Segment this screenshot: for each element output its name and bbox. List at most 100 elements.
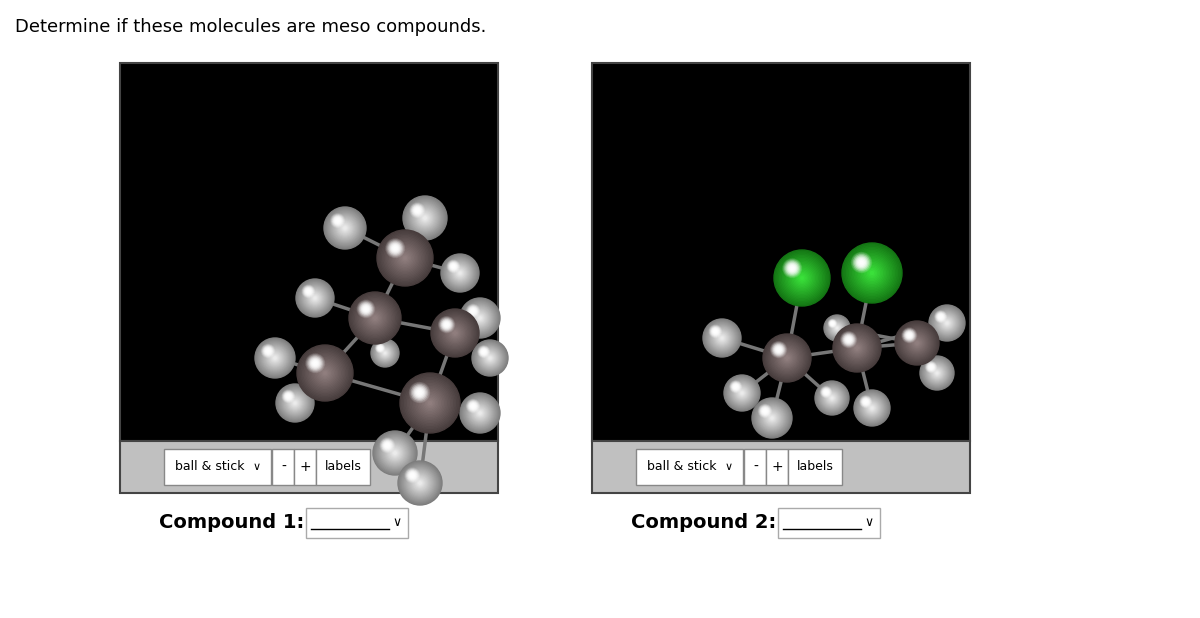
Circle shape bbox=[416, 389, 444, 417]
Circle shape bbox=[421, 214, 428, 221]
Circle shape bbox=[854, 391, 889, 425]
Circle shape bbox=[365, 308, 367, 310]
Circle shape bbox=[414, 478, 426, 488]
Circle shape bbox=[371, 314, 379, 322]
Circle shape bbox=[485, 353, 496, 363]
Text: +: + bbox=[300, 460, 311, 474]
Circle shape bbox=[376, 343, 395, 363]
Circle shape bbox=[383, 441, 391, 449]
Circle shape bbox=[840, 331, 874, 365]
Circle shape bbox=[445, 259, 474, 287]
Circle shape bbox=[926, 362, 948, 384]
Circle shape bbox=[292, 400, 298, 406]
Circle shape bbox=[797, 273, 808, 284]
Circle shape bbox=[486, 353, 494, 363]
Circle shape bbox=[775, 252, 829, 305]
Circle shape bbox=[709, 326, 734, 350]
Circle shape bbox=[386, 239, 404, 258]
Circle shape bbox=[472, 405, 488, 421]
Circle shape bbox=[826, 317, 848, 339]
Circle shape bbox=[782, 259, 802, 277]
Circle shape bbox=[274, 356, 277, 360]
Circle shape bbox=[928, 363, 947, 383]
Circle shape bbox=[469, 402, 476, 410]
Circle shape bbox=[709, 325, 721, 337]
Circle shape bbox=[482, 351, 497, 365]
Circle shape bbox=[380, 439, 409, 467]
Circle shape bbox=[382, 350, 389, 357]
Circle shape bbox=[847, 339, 866, 358]
Circle shape bbox=[451, 265, 455, 268]
Circle shape bbox=[834, 326, 840, 331]
Circle shape bbox=[780, 351, 794, 365]
Circle shape bbox=[266, 350, 283, 366]
Circle shape bbox=[800, 277, 804, 279]
Circle shape bbox=[371, 339, 398, 367]
Circle shape bbox=[714, 331, 730, 345]
Circle shape bbox=[331, 214, 344, 227]
Circle shape bbox=[415, 478, 425, 488]
Circle shape bbox=[408, 201, 442, 234]
Circle shape bbox=[780, 256, 824, 300]
Circle shape bbox=[310, 292, 320, 303]
Circle shape bbox=[470, 308, 490, 328]
Text: Compound 1:: Compound 1: bbox=[158, 514, 304, 533]
Circle shape bbox=[475, 408, 485, 418]
Circle shape bbox=[406, 379, 454, 427]
Circle shape bbox=[457, 270, 463, 276]
Circle shape bbox=[938, 315, 942, 318]
Circle shape bbox=[926, 363, 947, 383]
Circle shape bbox=[936, 372, 938, 374]
FancyBboxPatch shape bbox=[317, 449, 371, 485]
Circle shape bbox=[824, 391, 828, 394]
Text: Determine if these molecules are meso compounds.: Determine if these molecules are meso co… bbox=[14, 18, 486, 36]
Circle shape bbox=[372, 341, 397, 366]
Circle shape bbox=[360, 303, 372, 315]
Circle shape bbox=[827, 393, 838, 403]
Circle shape bbox=[942, 318, 953, 328]
Circle shape bbox=[408, 381, 452, 426]
Circle shape bbox=[925, 362, 937, 373]
Circle shape bbox=[298, 345, 353, 401]
Circle shape bbox=[785, 355, 790, 360]
Circle shape bbox=[434, 313, 475, 353]
Circle shape bbox=[386, 444, 403, 462]
Circle shape bbox=[437, 315, 473, 351]
Circle shape bbox=[421, 214, 430, 222]
Circle shape bbox=[922, 358, 953, 388]
Circle shape bbox=[446, 260, 473, 286]
Circle shape bbox=[388, 446, 403, 460]
Circle shape bbox=[280, 388, 311, 418]
Circle shape bbox=[490, 357, 491, 359]
Circle shape bbox=[415, 208, 419, 213]
Circle shape bbox=[479, 347, 488, 357]
Circle shape bbox=[728, 379, 756, 407]
Circle shape bbox=[468, 401, 478, 411]
Circle shape bbox=[355, 298, 395, 337]
Circle shape bbox=[829, 320, 845, 336]
Circle shape bbox=[337, 221, 353, 235]
Circle shape bbox=[841, 332, 856, 347]
Circle shape bbox=[377, 345, 384, 352]
Circle shape bbox=[343, 226, 347, 230]
Circle shape bbox=[862, 397, 870, 406]
Circle shape bbox=[374, 342, 396, 363]
Circle shape bbox=[449, 262, 458, 271]
Circle shape bbox=[452, 265, 468, 281]
Circle shape bbox=[775, 346, 782, 353]
Circle shape bbox=[287, 394, 290, 398]
Circle shape bbox=[757, 403, 787, 433]
Circle shape bbox=[443, 321, 467, 345]
Circle shape bbox=[256, 338, 295, 378]
Circle shape bbox=[858, 394, 887, 422]
Circle shape bbox=[764, 335, 810, 381]
Circle shape bbox=[394, 247, 416, 269]
Circle shape bbox=[787, 263, 798, 274]
Circle shape bbox=[450, 328, 460, 338]
Circle shape bbox=[469, 307, 476, 315]
Circle shape bbox=[403, 196, 446, 240]
Circle shape bbox=[412, 205, 422, 216]
Circle shape bbox=[324, 207, 366, 249]
Circle shape bbox=[448, 260, 460, 273]
Circle shape bbox=[832, 397, 833, 399]
